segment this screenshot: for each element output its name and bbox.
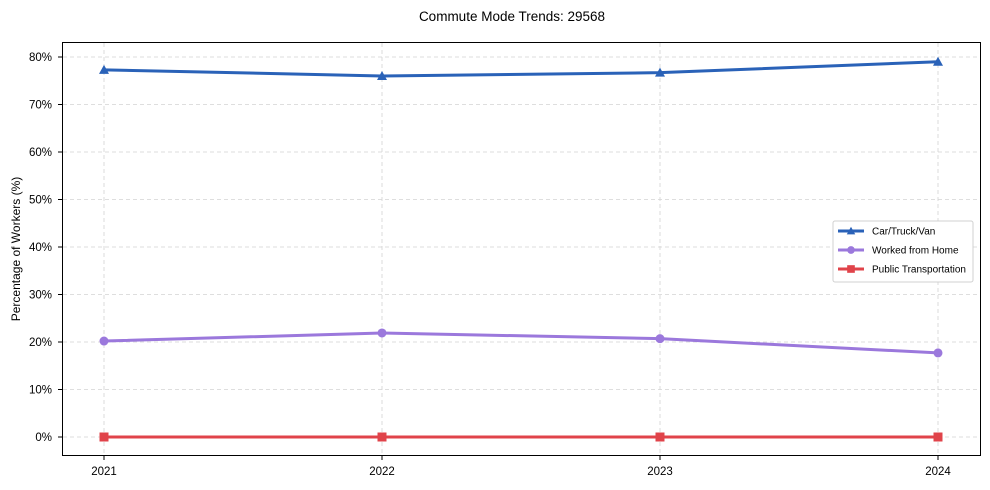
square-marker xyxy=(99,432,109,442)
series-car-truck-van xyxy=(99,56,943,80)
circle-marker xyxy=(847,246,855,254)
square-marker xyxy=(933,432,943,442)
x-tick-label: 2022 xyxy=(369,466,395,478)
legend-box xyxy=(832,220,974,283)
legend-label: Public Transportation xyxy=(872,265,966,276)
y-tick-label: 40% xyxy=(29,242,52,254)
y-tick-label: 20% xyxy=(29,337,52,349)
circle-marker xyxy=(655,334,665,344)
chart-title: Commute Mode Trends: 29568 xyxy=(419,9,605,24)
x-tick-label: 2021 xyxy=(91,466,117,478)
x-tick-label: 2023 xyxy=(647,466,673,478)
series-worked-from-home xyxy=(99,328,943,358)
series-line xyxy=(103,60,939,78)
y-axis-label: Percentage of Workers (%) xyxy=(9,177,23,322)
x-tick-label: 2024 xyxy=(925,466,951,478)
y-tick-label: 30% xyxy=(29,290,52,302)
square-marker xyxy=(847,265,855,273)
legend-label: Car/Truck/Van xyxy=(872,227,935,238)
y-tick-label: 70% xyxy=(29,100,52,112)
y-tick-label: 80% xyxy=(29,52,52,64)
triangle-marker xyxy=(933,56,943,66)
plot-area-frame xyxy=(62,42,981,456)
triangle-marker xyxy=(99,64,109,74)
circle-marker xyxy=(377,328,387,338)
series-line xyxy=(103,331,939,355)
y-tick-label: 60% xyxy=(29,147,52,159)
series-public-transportation xyxy=(99,432,943,442)
triangle-marker xyxy=(377,71,387,80)
legend-entry: Public Transportation xyxy=(838,265,966,276)
triangle-marker xyxy=(655,67,665,77)
series-lines xyxy=(99,56,943,442)
gridlines xyxy=(63,43,980,455)
circle-marker xyxy=(933,348,943,358)
circle-marker xyxy=(99,336,109,346)
y-tick-label: 50% xyxy=(29,195,52,207)
y-tick-label: 10% xyxy=(29,385,52,397)
triangle-marker xyxy=(846,226,856,235)
x-axis: 2021 2022 2023 2024 xyxy=(91,456,951,478)
legend-label: Worked from Home xyxy=(872,246,959,257)
square-marker xyxy=(655,432,665,442)
y-tick-label: 0% xyxy=(35,432,52,444)
legend-entry: Car/Truck/Van xyxy=(838,227,935,238)
square-marker xyxy=(377,432,387,442)
legend-entry: Worked from Home xyxy=(838,246,959,257)
legend: Car/Truck/Van Worked from Home Public Tran… xyxy=(832,220,974,283)
y-axis: 0% 10% 20% 30% 40% 50% 60% 70% 80% xyxy=(29,52,62,444)
